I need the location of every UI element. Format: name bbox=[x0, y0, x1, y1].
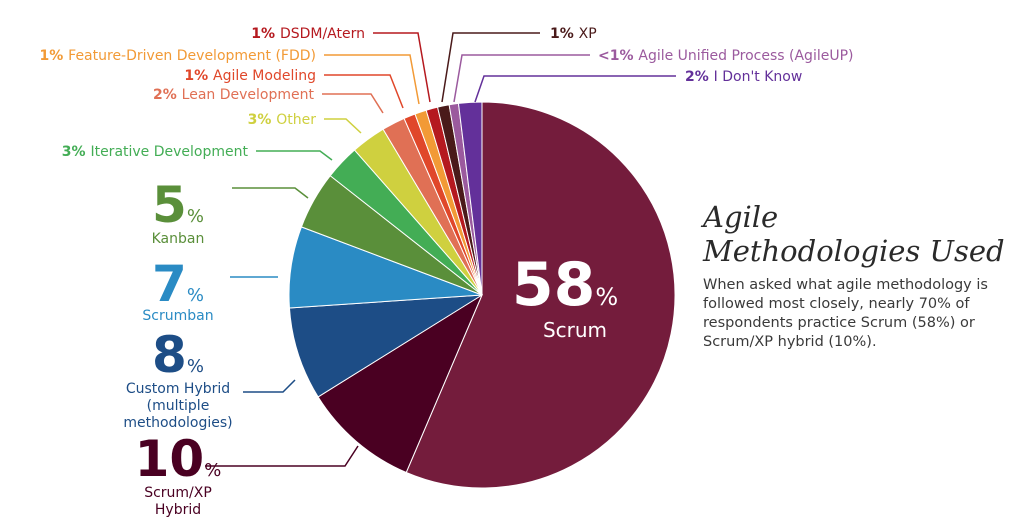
label-other-text: Other bbox=[276, 112, 316, 128]
label-scrumban-name-line-1: Scrumban bbox=[142, 308, 213, 324]
label-dsdm-atern-percent: 1% bbox=[251, 26, 280, 42]
label-iterative-development-leader bbox=[256, 150, 333, 161]
label-agile-unified-process-agileup-percent: <1% bbox=[598, 48, 638, 64]
label-agile-modeling-leader bbox=[324, 74, 404, 109]
label-lean-development-text: Lean Development bbox=[182, 87, 315, 103]
label-dsdm-atern-leader bbox=[373, 32, 431, 103]
label-other: 3% Other bbox=[248, 112, 317, 128]
label-lean-development-percent: 2% bbox=[153, 87, 182, 103]
label-agile-modeling: 1% Agile Modeling bbox=[184, 68, 316, 84]
label-iterative-development: 3% Iterative Development bbox=[62, 144, 249, 160]
pie-slices bbox=[288, 101, 676, 489]
leader-lines bbox=[205, 32, 676, 467]
label-scrum-xp-hybrid-leader bbox=[205, 445, 359, 467]
pie-slice-scrum-xp-hybrid bbox=[317, 293, 484, 474]
pie-slice-custom-hybrid-multiple-methodologies bbox=[288, 294, 483, 398]
label-i-don-t-know-text: I Don't Know bbox=[714, 69, 803, 85]
label-i-don-t-know-percent: 2% bbox=[685, 69, 714, 85]
label-custom-hybrid-multiple-methodologies-name-line-2: (multiple bbox=[147, 398, 210, 414]
label-i-don-t-know: 2% I Don't Know bbox=[685, 69, 802, 85]
chart-description: When asked what agile methodology is fol… bbox=[703, 277, 988, 350]
label-kanban-percent: 5% bbox=[152, 176, 204, 234]
label-scrum-name: Scrum bbox=[543, 318, 607, 342]
label-scrumban-sign: % bbox=[187, 285, 204, 306]
label-feature-driven-development-fdd-percent: 1% bbox=[40, 48, 69, 64]
label-agile-modeling-text: Agile Modeling bbox=[213, 68, 316, 84]
label-scrum-xp-hybrid-percent: 10% bbox=[135, 430, 222, 488]
label-scrum-xp-hybrid-value: 10 bbox=[135, 430, 205, 488]
label-other-leader bbox=[324, 118, 362, 134]
label-kanban-sign: % bbox=[187, 206, 204, 227]
label-dsdm-atern-text: DSDM/Atern bbox=[280, 26, 365, 42]
label-scrum-percent: 58% bbox=[512, 250, 618, 320]
label-feature-driven-development-fdd-text: Feature-Driven Development (FDD) bbox=[68, 48, 316, 64]
label-feature-driven-development-fdd: 1% Feature-Driven Development (FDD) bbox=[40, 48, 317, 64]
label-lean-development-leader bbox=[322, 93, 384, 114]
label-dsdm-atern: 1% DSDM/Atern bbox=[251, 26, 365, 42]
label-scrum-value: 58 bbox=[512, 250, 596, 320]
label-agile-modeling-percent: 1% bbox=[184, 68, 213, 84]
label-xp-text: XP bbox=[579, 26, 597, 42]
label-kanban-name-line-1: Kanban bbox=[152, 231, 205, 247]
pie-slice-scrum bbox=[405, 101, 676, 489]
label-scrum-xp-hybrid-name-line-1: Scrum/XP bbox=[144, 485, 212, 501]
label-custom-hybrid-multiple-methodologies-percent: 8% bbox=[152, 326, 204, 384]
label-lean-development: 2% Lean Development bbox=[153, 87, 314, 103]
label-agile-unified-process-agileup-text: Agile Unified Process (AgileUP) bbox=[638, 48, 853, 64]
label-agile-unified-process-agileup-leader bbox=[453, 54, 590, 103]
label-custom-hybrid-multiple-methodologies-name-line-3: methodologies) bbox=[123, 415, 232, 431]
label-iterative-development-percent: 3% bbox=[62, 144, 91, 160]
pie-slice-i-don-t-know bbox=[457, 101, 483, 296]
label-iterative-development-text: Iterative Development bbox=[90, 144, 248, 160]
label-feature-driven-development-fdd-leader bbox=[324, 54, 420, 105]
label-custom-hybrid-multiple-methodologies-leader bbox=[243, 379, 296, 393]
label-xp-leader bbox=[441, 32, 540, 103]
chart-title-text: Agile Methodologies Used bbox=[703, 200, 1005, 268]
label-custom-hybrid-multiple-methodologies-name-line-1: Custom Hybrid bbox=[126, 381, 230, 397]
label-custom-hybrid-multiple-methodologies-sign: % bbox=[187, 356, 204, 377]
label-xp: 1% XP bbox=[550, 26, 597, 42]
label-xp-percent: 1% bbox=[550, 26, 579, 42]
label-agile-unified-process-agileup: <1% Agile Unified Process (AgileUP) bbox=[598, 48, 854, 64]
label-scrum-xp-hybrid-name-line-2: Hybrid bbox=[155, 502, 201, 518]
label-scrumban-value: 7 bbox=[152, 255, 187, 313]
label-kanban-value: 5 bbox=[152, 176, 187, 234]
label-kanban-leader bbox=[232, 187, 309, 199]
label-i-don-t-know-leader bbox=[474, 75, 676, 103]
label-custom-hybrid-multiple-methodologies-value: 8 bbox=[152, 326, 187, 384]
label-scrum-xp-hybrid-sign: % bbox=[204, 460, 221, 481]
label-other-percent: 3% bbox=[248, 112, 277, 128]
label-scrum-sign: % bbox=[595, 283, 618, 311]
chart-title: Agile Methodologies Used bbox=[703, 200, 1013, 268]
label-scrumban-percent: 7% bbox=[152, 255, 204, 313]
